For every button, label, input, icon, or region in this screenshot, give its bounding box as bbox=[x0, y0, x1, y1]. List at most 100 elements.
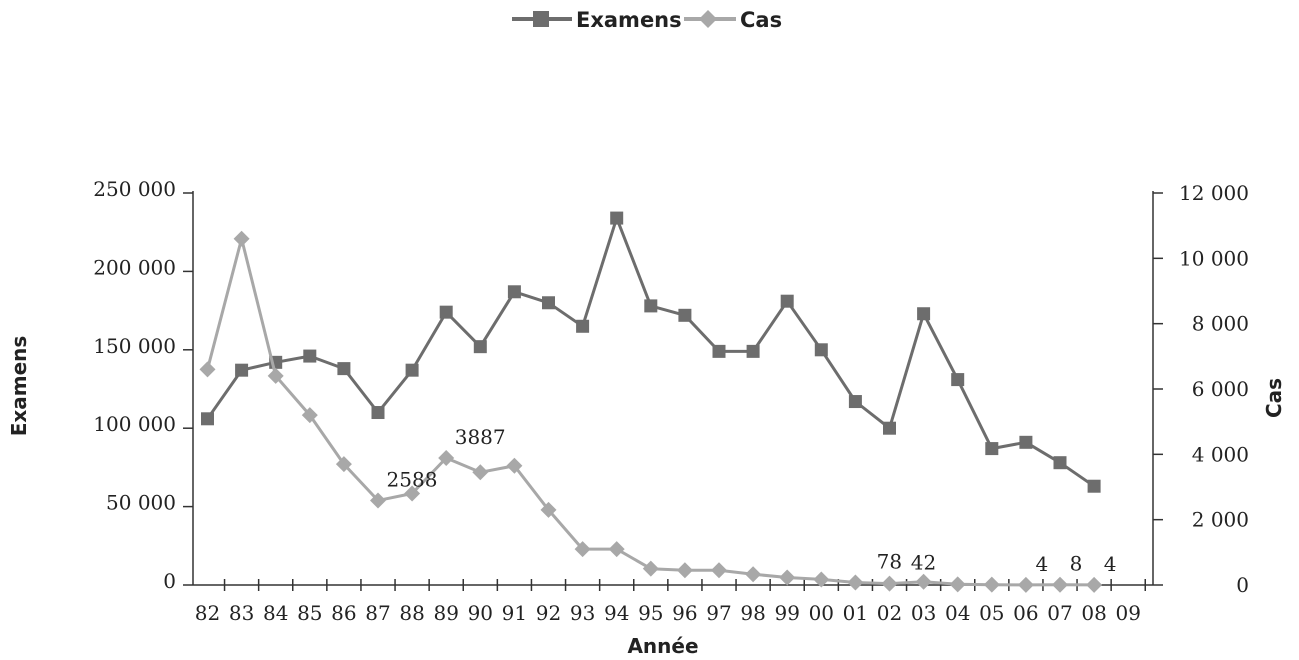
x-tick-label: 05 bbox=[979, 601, 1004, 625]
x-tick-label: 06 bbox=[1013, 601, 1038, 625]
data-point-cas bbox=[438, 450, 455, 467]
data-point-examens bbox=[473, 340, 487, 354]
data-point-examens bbox=[576, 319, 590, 333]
x-tick-label: 97 bbox=[706, 601, 731, 625]
x-tick-label: 00 bbox=[809, 601, 834, 625]
x-tick-label: 88 bbox=[399, 601, 424, 625]
data-point-examens bbox=[814, 343, 828, 357]
right-y-tick-label: 0 bbox=[1236, 573, 1249, 597]
data-point-examens bbox=[848, 395, 862, 409]
right-y-tick-label: 2 000 bbox=[1192, 508, 1249, 532]
x-tick-label: 09 bbox=[1115, 601, 1140, 625]
data-point-cas bbox=[676, 562, 693, 579]
x-tick-label: 94 bbox=[604, 601, 629, 625]
legend-marker-diamond bbox=[699, 10, 717, 28]
right-y-tick-label: 4 000 bbox=[1192, 442, 1249, 466]
x-tick-label: 82 bbox=[195, 601, 220, 625]
data-point-cas bbox=[199, 361, 216, 378]
x-tick-label: 87 bbox=[365, 601, 390, 625]
legend-label-examens: Examens bbox=[576, 8, 682, 32]
legend: Examens Cas bbox=[512, 8, 782, 32]
data-label: 42 bbox=[911, 551, 936, 575]
data-point-examens bbox=[951, 373, 965, 387]
left-y-tick-label: 250 000 bbox=[93, 177, 176, 201]
data-point-examens bbox=[235, 363, 249, 377]
data-point-cas bbox=[949, 576, 966, 593]
data-point-examens bbox=[1019, 435, 1033, 449]
x-tick-label: 92 bbox=[536, 601, 561, 625]
x-tick-label: 07 bbox=[1047, 601, 1072, 625]
x-tick-label: 83 bbox=[229, 601, 254, 625]
data-point-cas bbox=[233, 230, 250, 247]
data-point-cas bbox=[711, 562, 727, 579]
data-point-cas bbox=[540, 501, 557, 518]
data-point-examens bbox=[644, 299, 658, 313]
data-point-examens bbox=[1053, 456, 1067, 470]
x-tick-label: 89 bbox=[433, 601, 458, 625]
data-point-cas bbox=[983, 576, 1000, 593]
right-y-axis-title: Cas bbox=[1262, 378, 1286, 418]
x-tick-label: 98 bbox=[740, 601, 765, 625]
x-tick-label: 84 bbox=[263, 601, 288, 625]
data-point-examens bbox=[507, 285, 521, 299]
left-y-tick-label: 0 bbox=[163, 569, 176, 593]
x-tick-label: 03 bbox=[911, 601, 936, 625]
right-y-tick-label: 10 000 bbox=[1179, 246, 1249, 270]
data-point-cas bbox=[301, 407, 318, 424]
data-point-examens bbox=[746, 344, 760, 358]
data-point-examens bbox=[371, 406, 385, 420]
series-layer bbox=[199, 211, 1103, 593]
left-y-tick-label: 100 000 bbox=[93, 412, 176, 436]
data-point-cas bbox=[881, 575, 898, 592]
x-tick-label: 96 bbox=[672, 601, 697, 625]
data-point-cas bbox=[745, 566, 762, 583]
data-label: 4 bbox=[1104, 552, 1117, 576]
data-point-examens bbox=[985, 442, 999, 456]
x-tick-label: 08 bbox=[1081, 601, 1106, 625]
series-cas bbox=[199, 230, 1103, 593]
legend-marker-square bbox=[533, 11, 549, 27]
data-point-cas bbox=[779, 569, 796, 586]
data-point-examens bbox=[439, 305, 453, 319]
data-point-cas bbox=[335, 456, 352, 473]
data-label: 78 bbox=[877, 549, 902, 573]
data-point-examens bbox=[780, 294, 794, 308]
left-y-axis-title: Examens bbox=[7, 336, 31, 437]
legend-label-cas: Cas bbox=[740, 8, 782, 32]
data-point-cas bbox=[506, 457, 523, 474]
data-label: 8 bbox=[1070, 552, 1083, 576]
data-point-examens bbox=[1087, 479, 1101, 493]
left-y-tick-label: 50 000 bbox=[106, 491, 176, 515]
data-point-cas bbox=[472, 464, 489, 481]
data-point-examens bbox=[678, 308, 692, 322]
x-axis-title: Année bbox=[627, 634, 698, 658]
right-y-tick-label: 8 000 bbox=[1192, 312, 1249, 336]
data-point-cas bbox=[847, 574, 864, 591]
right-y-tick-label: 12 000 bbox=[1179, 181, 1249, 205]
x-tick-label: 90 bbox=[468, 601, 493, 625]
x-tick-label: 93 bbox=[570, 601, 595, 625]
data-point-examens bbox=[917, 307, 931, 321]
data-point-cas bbox=[1052, 576, 1068, 593]
x-tick-label: 02 bbox=[877, 601, 902, 625]
series-line-examens bbox=[206, 216, 1095, 488]
x-tick-label: 95 bbox=[638, 601, 663, 625]
x-tick-label: 99 bbox=[774, 601, 799, 625]
data-point-examens bbox=[303, 349, 317, 363]
right-y-tick-label: 6 000 bbox=[1192, 377, 1249, 401]
data-point-cas bbox=[608, 541, 625, 558]
x-tick-label: 04 bbox=[945, 601, 970, 625]
legend-item-examens: Examens bbox=[512, 8, 682, 32]
data-label: 3887 bbox=[455, 425, 506, 449]
legend-item-cas: Cas bbox=[684, 8, 782, 32]
data-point-cas bbox=[404, 485, 421, 502]
data-point-examens bbox=[201, 412, 214, 426]
series-examens bbox=[201, 211, 1101, 493]
x-tick-label: 85 bbox=[297, 601, 322, 625]
data-point-cas bbox=[574, 541, 591, 558]
data-point-examens bbox=[337, 362, 351, 376]
data-point-cas bbox=[642, 560, 659, 577]
data-point-examens bbox=[712, 344, 726, 358]
